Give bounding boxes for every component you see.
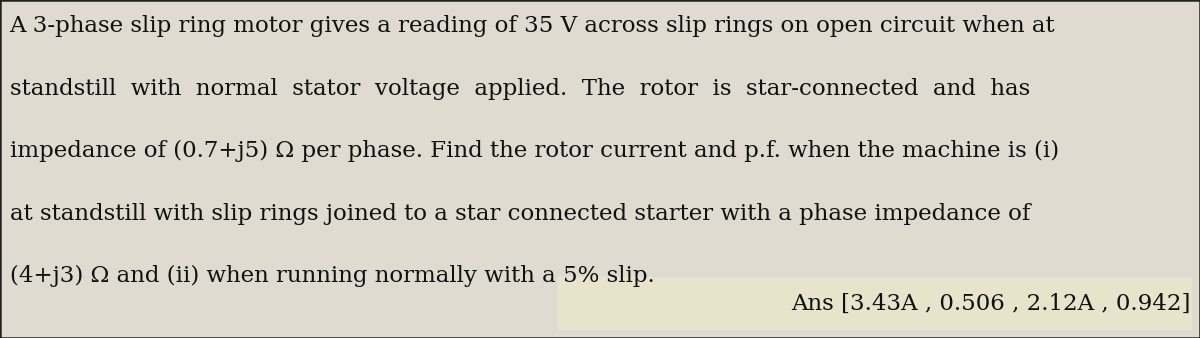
Text: impedance of (0.7+j5) Ω per phase. Find the rotor current and p.f. when the mach: impedance of (0.7+j5) Ω per phase. Find …: [10, 140, 1058, 162]
Text: A 3-phase slip ring motor gives a reading of 35 V across slip rings on open circ: A 3-phase slip ring motor gives a readin…: [10, 15, 1055, 37]
FancyBboxPatch shape: [558, 277, 1192, 330]
Text: at standstill with slip rings joined to a star connected starter with a phase im: at standstill with slip rings joined to …: [10, 203, 1030, 225]
Text: (4+j3) Ω and (ii) when running normally with a 5% slip.: (4+j3) Ω and (ii) when running normally …: [10, 265, 654, 287]
Text: Ans [3.43A , 0.506 , 2.12A , 0.942]: Ans [3.43A , 0.506 , 2.12A , 0.942]: [791, 293, 1190, 315]
Text: standstill  with  normal  stator  voltage  applied.  The  rotor  is  star-connec: standstill with normal stator voltage ap…: [10, 78, 1030, 100]
